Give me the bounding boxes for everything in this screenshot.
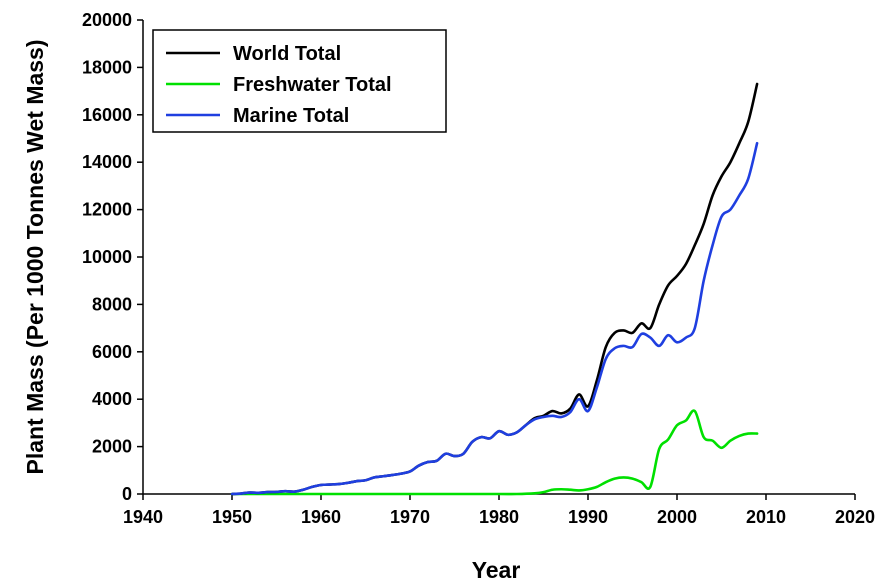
y-tick-label: 14000: [82, 152, 132, 172]
y-tick-label: 6000: [92, 342, 132, 362]
x-tick-label: 1980: [479, 507, 519, 527]
x-tick-label: 1940: [123, 507, 163, 527]
series-lines: [230, 82, 759, 496]
series-line-marine-total: [230, 141, 759, 496]
y-tick-label: 0: [122, 484, 132, 504]
x-tick-label: 1950: [212, 507, 252, 527]
y-tick-label: 2000: [92, 437, 132, 457]
series-line-world-total: [230, 82, 759, 496]
x-tick-label: 2020: [835, 507, 875, 527]
y-tick-label: 10000: [82, 247, 132, 267]
x-tick-label: 2000: [657, 507, 697, 527]
y-axis-title: Plant Mass (Per 1000 Tonnes Wet Mass): [22, 39, 48, 474]
x-tick-label: 1960: [301, 507, 341, 527]
legend-label-marine-total: Marine Total: [233, 105, 349, 127]
legend-label-freshwater-total: Freshwater Total: [233, 74, 392, 96]
y-tick-label: 8000: [92, 294, 132, 314]
ticks: 0 2000 4000 6000 8000 10000 12000 14000 16000 180…: [82, 10, 875, 527]
x-tick-label: 1970: [390, 507, 430, 527]
x-axis-title: Year: [472, 557, 521, 583]
y-tick-label: 16000: [82, 105, 132, 125]
legend: World Total Freshwater Total Marine Total: [152, 29, 447, 133]
legend-label-world-total: World Total: [233, 43, 341, 65]
x-tick-label: 1990: [568, 507, 608, 527]
series-line-freshwater-total: [230, 409, 759, 496]
x-tick-label: 2010: [746, 507, 786, 527]
y-tick-label: 20000: [82, 10, 132, 30]
y-tick-label: 4000: [92, 389, 132, 409]
y-tick-label: 12000: [82, 200, 132, 220]
y-tick-label: 18000: [82, 57, 132, 77]
